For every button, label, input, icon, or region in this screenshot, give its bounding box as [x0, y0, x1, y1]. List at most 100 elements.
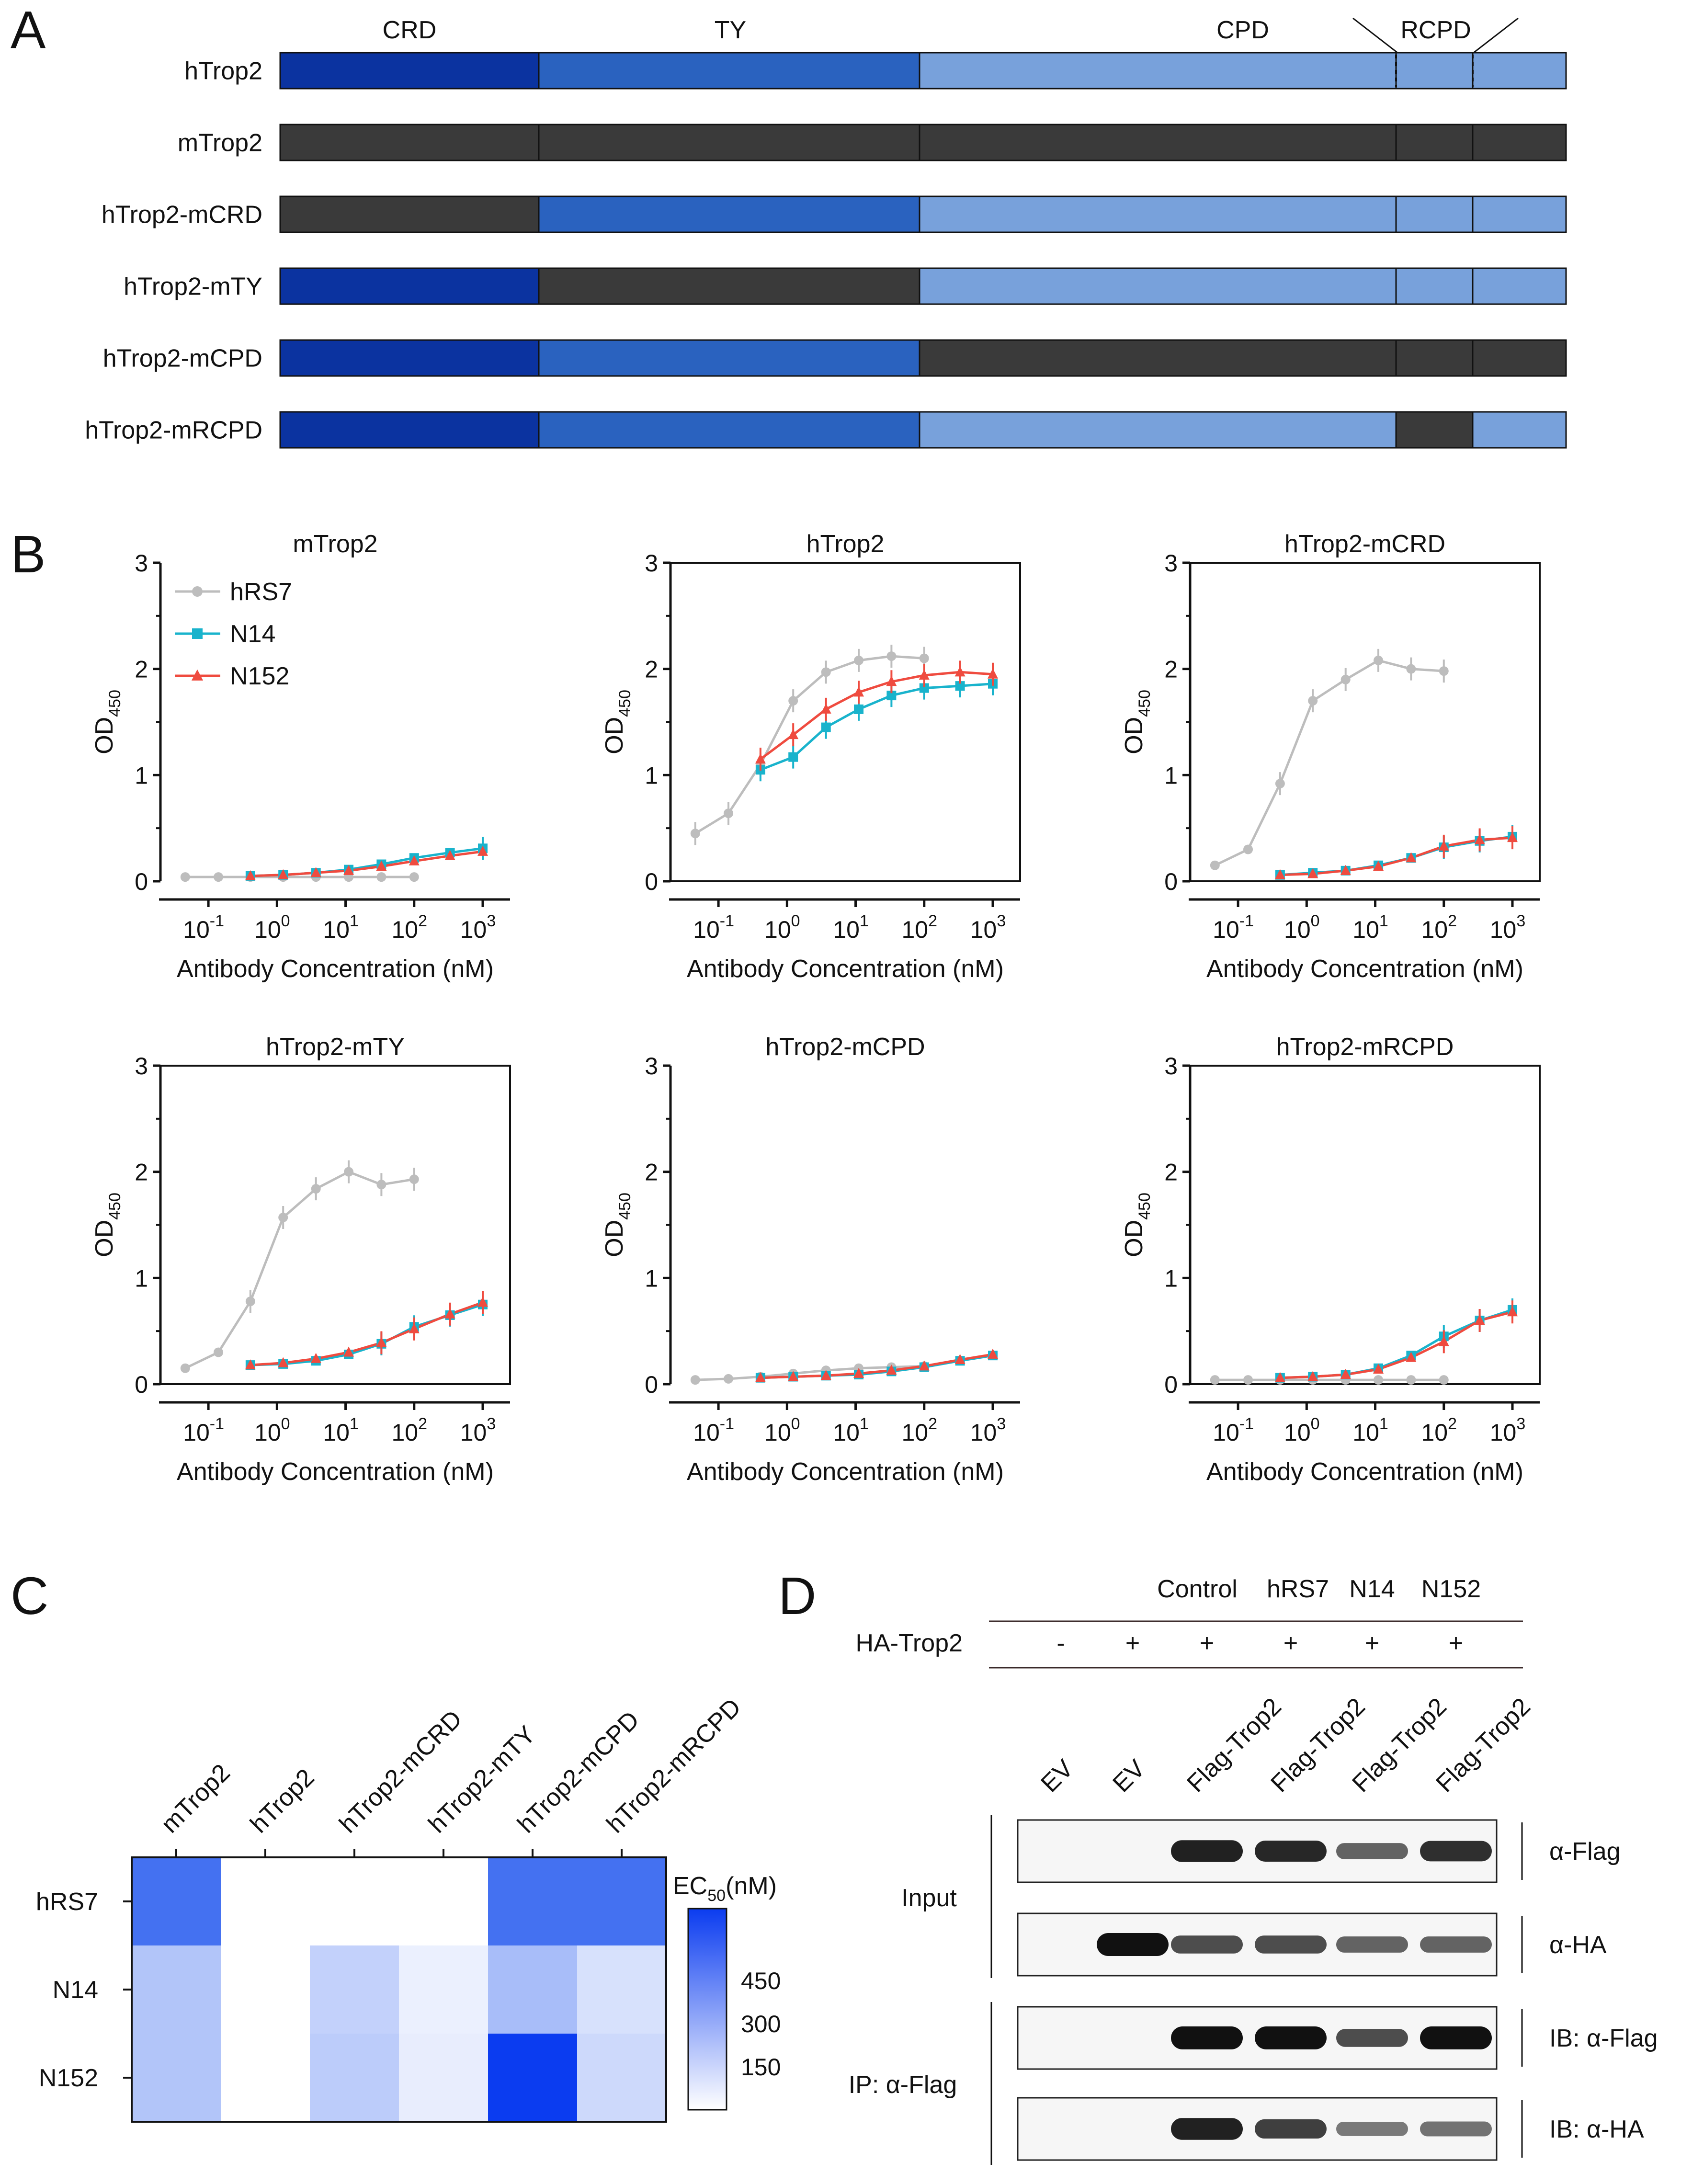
x-tick-label: 100 [764, 1415, 800, 1446]
data-point-n152 [477, 845, 488, 856]
construct-segment [1395, 339, 1474, 377]
y-tick-label: 0 [645, 868, 658, 895]
heatmap-cell [221, 2034, 310, 2122]
construct-segment [279, 339, 540, 377]
x-tick-label: 101 [833, 1415, 869, 1446]
construct-label: hTrop2-mCRD [102, 201, 262, 229]
x-tick-label: 103 [1490, 912, 1526, 943]
x-axis-label: Antibody Concentration (nM) [1206, 1458, 1523, 1486]
construct-segment [1472, 267, 1567, 305]
series-line-n152 [250, 850, 483, 877]
data-point-n152 [1373, 1363, 1384, 1374]
construct-label: hTrop2-mRCPD [85, 417, 262, 444]
y-tick-label: 2 [645, 656, 658, 683]
y-tick-label: 1 [645, 1265, 658, 1292]
x-tick-base: 10 [693, 916, 720, 943]
data-point-n152 [820, 1370, 831, 1380]
data-point-n152 [919, 669, 930, 680]
data-point-n152 [1340, 1369, 1351, 1379]
construct-segment [1395, 52, 1474, 90]
construct-segment [279, 195, 540, 233]
colorbar-tick-label: 450 [741, 1968, 781, 1994]
data-point-hrs7 [1210, 1375, 1220, 1385]
legend-label: hRS7 [230, 578, 292, 606]
x-axis-label: Antibody Concentration (nM) [177, 1458, 494, 1486]
data-point-n152 [191, 669, 204, 681]
lane-sign: + [1200, 1629, 1214, 1657]
x-tick-exponent: 1 [1379, 1415, 1388, 1433]
x-tick-base: 10 [254, 1419, 281, 1446]
x-tick-base: 10 [1490, 1419, 1517, 1446]
data-point-hrs7 [409, 872, 419, 882]
colorbar-unit: (nM) [726, 1872, 777, 1900]
y-tick-label: 0 [135, 1371, 148, 1398]
y-tick-label: 1 [135, 762, 148, 789]
x-tick-label: 101 [323, 912, 359, 943]
x-tick-base: 10 [1421, 1419, 1448, 1446]
lane-label: EV [1107, 1754, 1150, 1797]
x-tick-label: 101 [1352, 1415, 1388, 1446]
data-point-n152 [954, 666, 965, 677]
x-tick-exponent: 0 [1311, 1415, 1320, 1433]
data-point-hrs7 [690, 829, 700, 839]
data-point-n14 [919, 683, 929, 693]
colorbar-label: EC [673, 1872, 707, 1900]
blot-band [1336, 2029, 1408, 2047]
series-line-n152 [250, 1301, 483, 1366]
construct-segment [538, 52, 920, 90]
data-point-n152 [376, 1337, 387, 1347]
heatmap-cell [310, 1857, 399, 1945]
x-tick-exponent: 1 [1379, 912, 1388, 930]
x-tick-label: 100 [1284, 912, 1320, 943]
lane-sign: + [1125, 1629, 1140, 1657]
data-point-n14 [821, 722, 831, 732]
data-point-n152 [988, 1348, 999, 1359]
blot-strip: IB: α-HA [1017, 2097, 1644, 2161]
x-tick-exponent: 2 [418, 1415, 427, 1433]
panel-letter-d: D [778, 1567, 816, 1626]
x-tick-base: 10 [833, 916, 860, 943]
x-tick-base: 10 [323, 916, 350, 943]
ip-label: IP: α-Flag [849, 2071, 957, 2099]
data-point-hrs7 [1439, 1375, 1449, 1385]
x-tick-exponent: -1 [720, 912, 734, 930]
data-point-hrs7 [854, 655, 864, 665]
series-line-hrs7 [694, 655, 924, 835]
y-axis-label-sub: 450 [616, 690, 634, 717]
data-point-n152 [954, 1354, 965, 1365]
lane-sign: + [1449, 1629, 1463, 1657]
y-axis-label-sub: 450 [106, 690, 124, 717]
data-point-n152 [755, 753, 766, 764]
x-tick-exponent: 0 [281, 912, 290, 930]
x-tick-base: 10 [1284, 1419, 1311, 1446]
construct-segment [1395, 411, 1474, 449]
data-point-n152 [310, 867, 321, 877]
x-tick-base: 10 [1213, 916, 1239, 943]
x-tick-label: 102 [902, 912, 938, 943]
data-point-n152 [444, 850, 455, 860]
data-point-hrs7 [690, 1375, 700, 1385]
x-tick-exponent: 0 [1311, 912, 1320, 930]
x-tick-exponent: 2 [1448, 912, 1457, 930]
y-axis-label-sub: 450 [1136, 1193, 1154, 1220]
x-tick-base: 10 [1490, 916, 1517, 943]
y-tick-label: 3 [645, 1053, 658, 1080]
construct-segment [279, 267, 540, 305]
colorbar [687, 1908, 727, 2111]
x-tick-exponent: -1 [1239, 912, 1254, 930]
data-point-hrs7 [376, 1180, 386, 1190]
heatmap-cell [399, 2034, 488, 2122]
construct-segment [1472, 124, 1567, 161]
legend-label: N152 [230, 662, 289, 690]
x-tick-label: 10-1 [693, 912, 734, 943]
y-tick-label: 1 [1164, 762, 1178, 789]
construct-segment [538, 124, 920, 161]
domain-label-rcpd: RCPD [1400, 16, 1471, 44]
x-axis-label: Antibody Concentration (nM) [177, 955, 494, 983]
x-tick-label: 103 [1490, 1415, 1526, 1446]
construct-segment [1395, 195, 1474, 233]
data-point-n14 [788, 752, 798, 762]
